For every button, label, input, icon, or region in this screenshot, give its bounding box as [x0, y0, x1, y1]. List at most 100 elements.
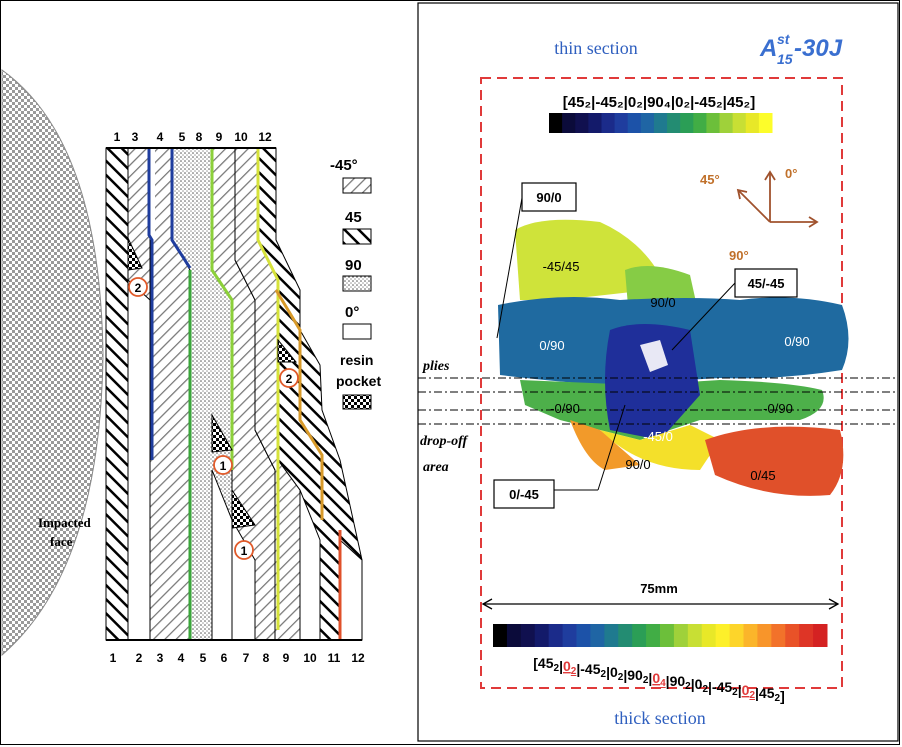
colorbar-swatch: [799, 624, 814, 647]
thick-layup-part: 0: [563, 658, 571, 674]
thick-layup-part: 0: [742, 682, 750, 698]
thick-layup-part: [45: [533, 655, 553, 671]
bottom-ply-num: 7: [243, 651, 250, 665]
dropoff-label-line1: drop-off: [420, 434, 469, 449]
legend-resin-label-line2: pocket: [336, 373, 381, 389]
region-label: 0/90: [539, 338, 564, 353]
region-label: 0/45: [750, 468, 775, 483]
bottom-ply-num: 10: [303, 651, 317, 665]
thick-layup-part: |90: [623, 667, 643, 683]
impactor-shape: [1, 69, 104, 657]
colorbar-swatch: [719, 113, 734, 133]
right-panel: thin section A st 15 -30J [45₂|-45₂|0₂|9…: [417, 2, 899, 742]
thin-layup-label: [45₂|-45₂|0₂|90₄|0₂|-45₂|45₂]: [563, 94, 755, 111]
axis-0-label: 0°: [785, 166, 797, 181]
drop-marker-c-label: 1: [220, 459, 227, 473]
resin-pocket-1: [127, 237, 143, 271]
bottom-ply-num: 11: [328, 651, 341, 665]
colorbar-swatch: [771, 624, 786, 647]
region-label: -45/0: [643, 429, 673, 444]
drop-marker-d-label: 1: [241, 544, 248, 558]
colorbar-swatch: [548, 624, 564, 647]
region-yellow-green: [515, 219, 660, 300]
legend-45-swatch: [342, 228, 372, 245]
thick-layup-part: |: [738, 682, 742, 698]
colorbar-swatch: [653, 113, 668, 133]
callout-0-minus45: 0/-45: [493, 404, 626, 509]
thick-layup-part: 2: [749, 690, 755, 701]
thick-layup-part: 2: [571, 666, 577, 677]
legend-minus45-swatch: [342, 177, 372, 194]
drop-marker-d: 1: [234, 540, 254, 560]
thick-layup-part: |: [559, 658, 563, 674]
legend-minus45-label: -45°: [330, 157, 358, 174]
bottom-ply-num: 1: [110, 651, 117, 665]
region-red-bottom: [705, 426, 844, 496]
axis-90-label: 90°: [729, 248, 749, 263]
resin-pocket-4: [231, 488, 256, 529]
legend-90-label: 90: [345, 257, 362, 274]
colorbar-swatch: [493, 624, 508, 647]
colorbar-swatch: [660, 624, 675, 647]
ply-band-zero-a: [150, 148, 155, 240]
colorbar-swatch: [758, 113, 773, 133]
thick-layup-part: ]: [780, 688, 785, 704]
dimension-75mm: 75mm: [481, 581, 840, 610]
axis-45-label: 45°: [700, 172, 720, 187]
bottom-ply-num: 12: [351, 651, 365, 665]
colorbar-swatch: [575, 113, 589, 133]
bottom-ply-num: 5: [200, 651, 207, 665]
colorbar-swatch: [627, 113, 642, 133]
thick-layup-part: |-45: [708, 679, 732, 695]
region-dark-blue-center: [605, 324, 700, 440]
colorbar-swatch: [701, 624, 717, 647]
colorbar-swatch: [680, 113, 694, 133]
top-ply-num: 4: [157, 130, 164, 144]
impacted-face-label-line2: face: [50, 534, 73, 549]
top-ply-num: 3: [132, 130, 139, 144]
region-yellow-bottom: [600, 425, 720, 470]
impacted-face-label-line1: Impacted: [38, 515, 91, 530]
colorbar-swatch: [673, 624, 689, 647]
region-label: -0/90: [550, 401, 580, 416]
colorbar-swatch: [640, 113, 655, 133]
colorbar-swatch: [520, 624, 536, 647]
colorbar-swatch: [687, 624, 703, 647]
region-label: 0/90: [784, 334, 809, 349]
legend-90-swatch: [342, 275, 372, 292]
thick-layup-part: |0: [691, 676, 703, 692]
thick-layup-label: [452|02|-452|02|902|04|902|02|-452|02|45…: [533, 655, 784, 704]
colorbar-swatch: [549, 113, 563, 133]
region-label: -0/90: [763, 401, 793, 416]
thick-colorbar: [493, 624, 828, 647]
specimen-main: A: [759, 35, 777, 62]
colorbar-swatch: [667, 113, 681, 133]
thick-layup-part: |90: [666, 673, 686, 689]
region-core-white: [640, 340, 668, 372]
specimen-sup: st: [777, 31, 791, 47]
callout-90-0: 90/0: [496, 182, 577, 339]
colorbar-swatch: [604, 624, 619, 647]
region-label: 90/0: [625, 457, 650, 472]
drop-marker-a: 2: [128, 277, 148, 297]
resin-pocket-2: [277, 338, 298, 363]
bottom-ply-num: 6: [221, 651, 228, 665]
callout-label: 90/0: [536, 190, 561, 205]
colorbar-swatch: [618, 624, 633, 647]
colorbar-swatch: [743, 624, 758, 647]
top-ply-numbers: 1 3 4 5 8 9 10 12: [114, 130, 272, 144]
top-ply-num: 12: [258, 130, 272, 144]
region-label: -45/45: [543, 259, 580, 274]
thick-layup-part: 2: [643, 675, 649, 686]
dashed-region-box: [480, 77, 843, 689]
drop-marker-c: 1: [213, 455, 233, 475]
thick-layup-part: 2: [601, 669, 607, 680]
specimen-sub: 15: [777, 51, 793, 67]
drop-line-blue-2: [170, 148, 192, 269]
colorbar-swatch: [506, 624, 522, 647]
colorbar-swatch: [813, 624, 828, 647]
bottom-ply-num: 8: [263, 651, 270, 665]
colorbar-swatch: [729, 624, 744, 647]
